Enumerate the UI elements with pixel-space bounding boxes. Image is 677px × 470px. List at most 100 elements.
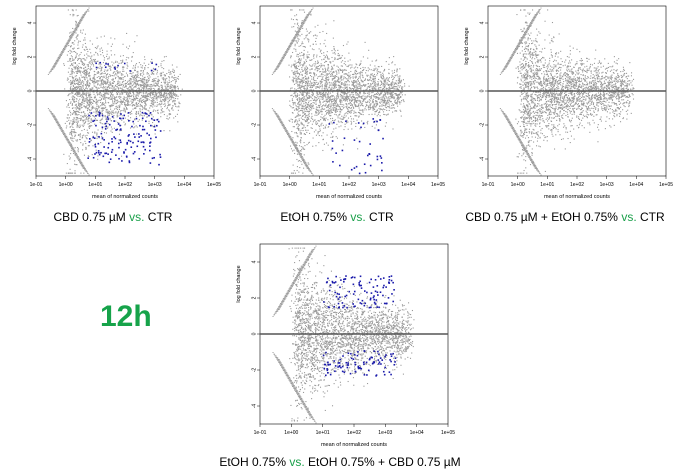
point (135, 94, 137, 96)
point (351, 122, 353, 124)
point (75, 21, 78, 23)
point (152, 73, 154, 75)
point-significant (121, 160, 123, 162)
point (91, 107, 93, 109)
point (166, 98, 168, 100)
point (155, 91, 157, 93)
point (87, 67, 89, 69)
point (346, 81, 348, 83)
point (87, 120, 89, 122)
point (63, 131, 65, 133)
point (78, 108, 80, 110)
point (108, 117, 110, 119)
point (386, 78, 388, 80)
point-significant (97, 150, 100, 152)
point (83, 89, 86, 91)
point (89, 110, 91, 112)
point (153, 83, 155, 85)
point (313, 83, 315, 85)
point (137, 105, 139, 107)
point (79, 92, 81, 94)
point (325, 92, 327, 94)
point (325, 99, 327, 101)
point (78, 157, 80, 159)
point (148, 120, 150, 122)
point (118, 105, 120, 107)
point (98, 92, 100, 94)
point (161, 85, 163, 88)
point (367, 74, 369, 76)
point (65, 127, 67, 129)
point (103, 98, 105, 100)
point (70, 31, 72, 33)
point (354, 105, 356, 107)
point (53, 114, 55, 116)
point (371, 113, 373, 115)
point (103, 57, 106, 59)
caption-1-a: CBD 0.75 µM (53, 210, 130, 224)
point (174, 87, 176, 89)
point (142, 113, 144, 115)
point (152, 81, 154, 83)
point (391, 76, 393, 78)
point (381, 96, 383, 98)
point (101, 103, 103, 105)
point (94, 59, 96, 61)
point (128, 96, 130, 98)
point (76, 110, 78, 112)
point (155, 98, 157, 100)
point (91, 61, 93, 63)
point (338, 105, 340, 108)
point (120, 78, 123, 80)
point (70, 88, 72, 90)
point (90, 109, 92, 111)
point (324, 84, 326, 86)
point (337, 91, 339, 93)
point (69, 38, 71, 40)
point (106, 112, 109, 114)
point (117, 121, 119, 124)
point (126, 67, 128, 69)
point (105, 83, 107, 85)
point (52, 113, 54, 115)
point (318, 48, 320, 50)
point (171, 77, 173, 79)
point (138, 101, 141, 103)
point (135, 103, 138, 105)
point (70, 58, 72, 60)
point (87, 80, 89, 82)
point (297, 94, 299, 96)
point (348, 95, 350, 98)
point-significant (107, 118, 109, 120)
point (154, 95, 156, 97)
point (330, 118, 332, 120)
point (97, 114, 99, 116)
point (120, 99, 122, 101)
point (137, 112, 139, 114)
point (83, 116, 85, 118)
point (94, 82, 97, 84)
point (70, 55, 72, 57)
point (71, 104, 73, 107)
point (91, 55, 93, 57)
point (145, 109, 147, 111)
point (83, 81, 85, 83)
point (68, 172, 70, 174)
point (394, 92, 396, 95)
point-significant (103, 146, 105, 148)
point (378, 98, 380, 100)
point (340, 118, 342, 120)
point (66, 45, 68, 47)
point-significant (128, 161, 131, 164)
point (86, 109, 89, 112)
point (88, 125, 90, 127)
point (69, 144, 71, 146)
point (348, 72, 350, 74)
point (78, 160, 80, 162)
point (73, 62, 75, 64)
point (113, 127, 115, 129)
point (334, 113, 336, 115)
point (367, 92, 369, 94)
point (78, 92, 80, 94)
point (371, 88, 373, 90)
